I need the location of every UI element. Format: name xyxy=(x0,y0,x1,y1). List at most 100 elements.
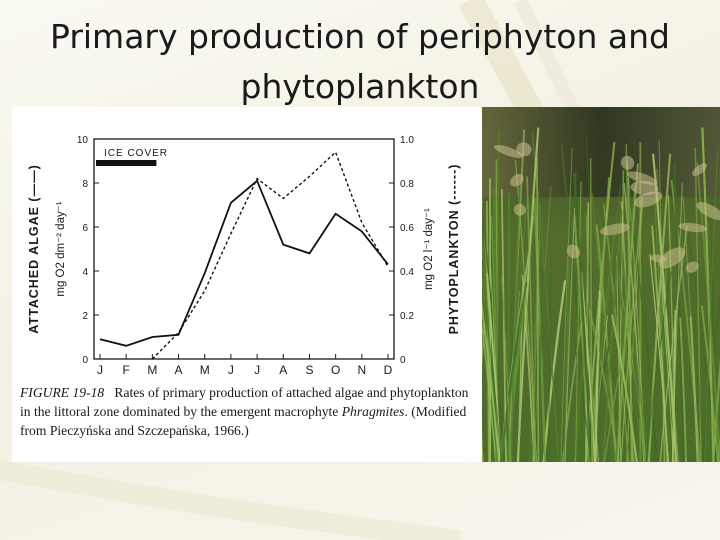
reed-blade xyxy=(510,186,521,462)
reed-blade xyxy=(588,309,620,462)
right-tick-label: 0.2 xyxy=(400,311,414,322)
reed-blade xyxy=(696,162,720,462)
reed-blade xyxy=(625,312,646,462)
left-axis-label: ATTACHED ALGAE (——) xyxy=(27,164,41,333)
reed-plume xyxy=(627,171,658,185)
reed-plume xyxy=(566,244,581,259)
right-axis-units: mg O2 l⁻¹ day⁻¹ xyxy=(423,208,435,290)
left-tick-label: 2 xyxy=(82,311,88,322)
reed-plume xyxy=(692,163,708,177)
right-axis-label: PHYTOPLANKTON (------) xyxy=(447,164,461,335)
left-axis-units: mg O2 dm⁻² day⁻¹ xyxy=(55,201,67,296)
right-tick-label: 0 xyxy=(400,355,406,366)
reed-blade xyxy=(603,307,634,462)
reed-plume xyxy=(513,203,526,216)
reed-plume xyxy=(696,202,720,221)
reed-plume xyxy=(630,180,659,196)
right-tick-label: 1.0 xyxy=(400,135,414,146)
month-label: J xyxy=(97,363,103,377)
figure-caption: FIGURE 19-18 Rates of primary production… xyxy=(20,383,476,440)
reed-blade xyxy=(645,271,672,462)
reed-blade xyxy=(679,317,688,462)
phytoplankton-line xyxy=(151,150,389,360)
slide-title: Primary production of periphyton and phy… xyxy=(0,12,720,112)
left-tick-label: 8 xyxy=(82,179,88,190)
month-label: O xyxy=(331,363,340,377)
left-tick-label: 10 xyxy=(77,135,89,146)
reed-blade xyxy=(484,301,502,462)
reed-plume xyxy=(510,173,524,187)
reed-blade xyxy=(687,233,704,462)
reed-blade xyxy=(547,250,552,462)
reed-blade xyxy=(649,253,670,462)
caption-genus: Phragmites xyxy=(341,404,405,419)
reed-blade xyxy=(542,280,567,462)
reed-blade xyxy=(580,271,596,462)
reed-blade xyxy=(590,312,601,462)
reed-plume xyxy=(658,247,686,269)
reed-blade xyxy=(619,245,649,462)
left-tick-label: 0 xyxy=(82,355,88,366)
month-label: M xyxy=(200,363,210,377)
figure-number: FIGURE 19-18 xyxy=(20,385,105,400)
left-tick-label: 6 xyxy=(82,223,88,234)
plot-frame xyxy=(93,138,395,360)
month-label: A xyxy=(175,363,183,377)
month-label: M xyxy=(147,363,157,377)
month-label: A xyxy=(279,363,287,377)
reed-blade xyxy=(564,207,576,462)
reed-plume xyxy=(600,223,630,236)
reed-blade xyxy=(694,147,702,462)
caption-text-start: Rates of primary production of attached … xyxy=(20,385,469,419)
reed-blade xyxy=(500,311,525,462)
reed-blade xyxy=(611,314,638,462)
reed-plume xyxy=(685,261,699,273)
attached-algae-line xyxy=(99,179,389,347)
figure-panel: ICE COVER ATTACHED ALGAE (——) mg O2 dm⁻²… xyxy=(12,107,482,462)
reed-blade xyxy=(499,282,528,462)
reed-blade xyxy=(640,254,656,462)
reed-plume xyxy=(620,155,635,170)
reed-plume xyxy=(516,142,532,157)
reed-blade xyxy=(603,203,630,462)
reed-plume xyxy=(634,191,663,208)
month-label: S xyxy=(305,363,313,377)
reed-blade xyxy=(482,198,484,260)
slide-title-line-1: Primary production of periphyton and xyxy=(50,17,670,56)
reed-blade xyxy=(602,209,623,462)
reed-blade xyxy=(563,258,571,462)
reed-plume xyxy=(493,144,524,159)
phragmites-reed-image xyxy=(482,107,720,462)
reed-blade xyxy=(526,176,536,462)
ice-cover-bar xyxy=(96,160,157,166)
month-label: J xyxy=(254,363,260,377)
ice-cover-label: ICE COVER xyxy=(104,148,168,159)
reed-blade xyxy=(482,300,501,462)
reed-blade xyxy=(534,271,546,462)
caption-text-end: . (Modified from Pieczyńska and Szczepań… xyxy=(20,404,467,438)
month-label: J xyxy=(228,363,234,377)
reed-blade xyxy=(615,186,637,462)
right-tick-label: 0.8 xyxy=(400,179,414,190)
production-chart: ICE COVER ATTACHED ALGAE (——) mg O2 dm⁻²… xyxy=(27,135,461,377)
left-tick-label: 4 xyxy=(82,267,88,278)
reed-blade xyxy=(673,162,685,462)
reed-blade xyxy=(585,137,600,462)
reed-blade xyxy=(616,255,622,462)
reed-blade xyxy=(594,290,601,462)
right-tick-label: 0.4 xyxy=(400,267,414,278)
reed-photo xyxy=(482,107,720,462)
reed-blade xyxy=(501,277,512,462)
reed-plume xyxy=(678,222,708,233)
reed-blade xyxy=(574,181,582,462)
right-tick-label: 0.6 xyxy=(400,223,414,234)
slide-title-line-2: phytoplankton xyxy=(240,67,480,106)
reed-blade xyxy=(529,205,542,462)
reed-plume xyxy=(649,254,667,263)
month-label: N xyxy=(357,363,366,377)
reed-blade xyxy=(560,147,573,462)
reed-blade xyxy=(482,322,485,372)
month-label: D xyxy=(384,363,393,377)
reed-blade xyxy=(573,172,592,462)
reed-blade xyxy=(590,158,593,462)
